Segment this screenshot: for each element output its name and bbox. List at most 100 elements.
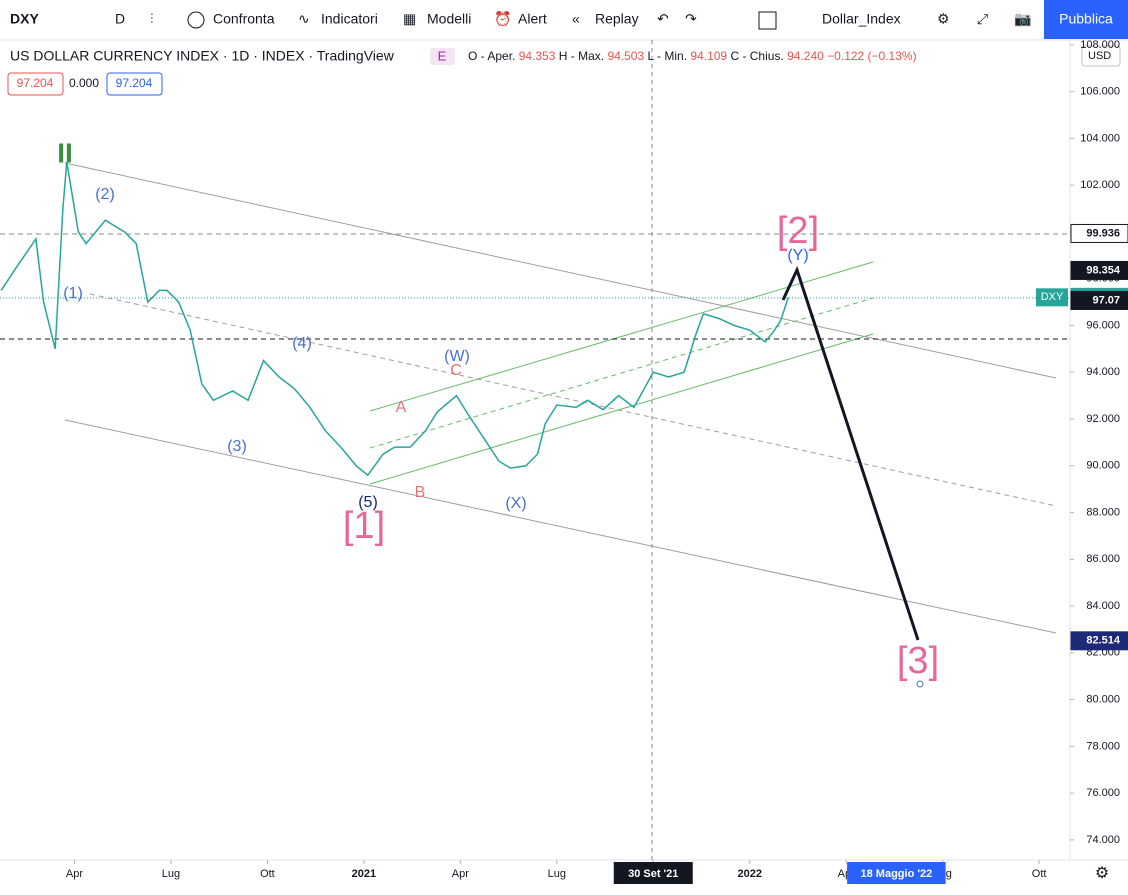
currency-select[interactable] (1081, 45, 1121, 67)
replay-icon[interactable]: « (572, 11, 580, 27)
green-bottom (369, 333, 874, 485)
indicator-value: 97.204 (17, 76, 54, 90)
x-tick-label: Ott (1032, 868, 1047, 880)
green-mid (369, 297, 874, 449)
price-badge-label: 97.07 (1092, 294, 1120, 306)
undo[interactable]: ↶ (657, 11, 669, 27)
drawings (0, 40, 1070, 860)
redo[interactable]: ↷ (685, 11, 697, 27)
y-tick-label: 74.000 (1086, 834, 1120, 846)
projection (781, 265, 920, 641)
snapshot[interactable]: 📷 (1014, 11, 1031, 28)
indicator-box (106, 72, 163, 96)
replay[interactable]: Replay (595, 11, 639, 27)
wave-label: II (57, 137, 73, 168)
y-tick-label: 78.000 (1086, 740, 1120, 752)
alert-icon[interactable]: ⏰ (494, 10, 511, 28)
interval[interactable]: D (115, 11, 125, 27)
y-tick-label: 76.000 (1086, 787, 1120, 799)
publish[interactable]: Pubblica (1059, 11, 1113, 27)
symbol-badge (1036, 288, 1068, 307)
indicator-value: 0.000 (69, 76, 99, 90)
price-badge (1070, 631, 1128, 651)
wave-label: (X) (505, 495, 526, 512)
wave-label: (Y) (787, 247, 808, 264)
layout-name[interactable]: Dollar_Index (822, 11, 901, 27)
fullscreen[interactable]: ⤢ (977, 11, 988, 27)
y-tick-label: 104.000 (1080, 132, 1120, 144)
ohlc: O - Aper. 94.353 H - Max. 94.503 L - Min… (468, 49, 917, 63)
change: −0.122 (−0.13%) (827, 49, 916, 63)
y-tick-label: 94.000 (1086, 366, 1120, 378)
compare[interactable]: Confronta (213, 11, 275, 27)
wave-label: (5) (358, 494, 378, 511)
wave-label: (4) (292, 335, 312, 352)
close-label: C - Chius. (730, 49, 783, 63)
y-tick-label: 88.000 (1086, 506, 1120, 518)
x-tick-label: Apr (452, 868, 469, 880)
price-badge-label: 82.514 (1086, 635, 1121, 647)
time-badge (613, 862, 693, 884)
y-tick-label: 102.000 (1080, 179, 1120, 191)
indicator-box (7, 72, 64, 96)
wave-label: (W) (444, 348, 470, 365)
wave-label: (3) (227, 438, 247, 455)
axis-settings[interactable]: ⚙ (1095, 865, 1109, 882)
y-tick-label: 90.000 (1086, 460, 1120, 472)
time-badge-label: 30 Set '21 (628, 868, 678, 880)
time-badge-label: 18 Maggio '22 (861, 868, 933, 880)
toolbar (0, 0, 1128, 40)
wave-label: (2) (95, 186, 115, 203)
close: 94.240 (787, 49, 824, 63)
low-label: L - Min. (647, 49, 687, 63)
y-tick-label: 92.000 (1086, 413, 1120, 425)
time-badge (847, 862, 946, 884)
target-point (916, 680, 924, 688)
y-tick-label: 84.000 (1086, 600, 1120, 612)
y-tick-label: 108.000 (1080, 39, 1120, 51)
event-label: E (438, 48, 447, 63)
price-badge-label: 99.936 (1086, 227, 1120, 239)
x-tick-label: 2021 (352, 868, 376, 880)
green-top (369, 261, 874, 412)
compare-icon[interactable] (187, 11, 205, 29)
y-tick-label: 80.000 (1086, 694, 1120, 706)
x-tick-label: Apr (66, 868, 83, 880)
event-badge (430, 48, 455, 65)
price-badge (1070, 260, 1128, 280)
alert[interactable]: Alert (518, 11, 547, 27)
y-tick-label: 86.000 (1086, 553, 1120, 565)
open-label: O - Aper. (468, 49, 515, 63)
wave-label: [3] (897, 640, 939, 682)
high: 94.503 (607, 49, 644, 63)
chart-type[interactable]: ⫶ (150, 11, 154, 27)
open: 94.353 (519, 49, 556, 63)
wave-label: B (415, 484, 426, 501)
legend-title: US DOLLAR CURRENCY INDEX · 1D · INDEX · … (10, 48, 395, 64)
high-label: H - Max. (559, 49, 604, 63)
symbol-badge-label: DXY (1041, 291, 1064, 303)
templates[interactable]: Modelli (427, 11, 471, 27)
templates-icon[interactable]: ▦ (403, 11, 416, 27)
wave-label: (1) (63, 285, 83, 302)
x-tick-label: Lug (548, 868, 566, 880)
indicators-icon[interactable]: ∿ (298, 11, 310, 27)
symbol[interactable]: DXY (10, 11, 39, 27)
x-tick-label: Ott (260, 868, 275, 880)
wave-label: C (450, 362, 462, 379)
indicator-value: 97.204 (116, 76, 153, 90)
price-line (0, 161, 790, 477)
indicators[interactable]: Indicatori (321, 11, 378, 27)
x-tick-label: Lug (162, 868, 180, 880)
layout-icon[interactable] (758, 11, 777, 30)
settings[interactable]: ⚙ (937, 11, 950, 27)
channel-top (64, 162, 1057, 379)
x-tick-label: 2022 (737, 868, 761, 880)
price-badge-label: 98.354 (1086, 264, 1121, 276)
y-tick-label: 96.000 (1086, 319, 1120, 331)
price-badge (1070, 290, 1128, 310)
publish-button[interactable] (1044, 0, 1128, 39)
currency[interactable]: USD (1088, 50, 1111, 62)
channel-bottom (64, 419, 1057, 634)
